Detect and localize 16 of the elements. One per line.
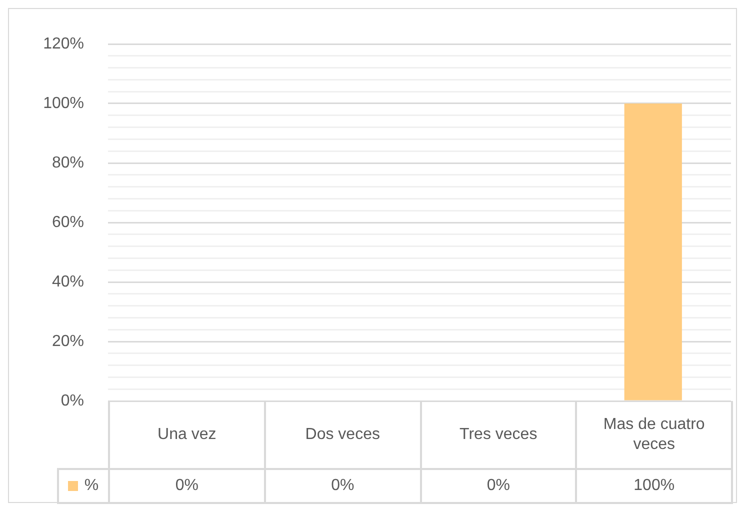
x-tick-label: Tres veces <box>460 424 538 444</box>
data-label: 0% <box>486 476 510 496</box>
legend-label: % <box>84 476 99 496</box>
y-tick-label: 100% <box>43 94 84 112</box>
y-tick-label: 0% <box>60 392 84 410</box>
data-label: 0% <box>331 476 354 496</box>
data-label: 0% <box>175 476 198 496</box>
y-tick-label: 80% <box>52 154 84 172</box>
x-tick-label: Una vez <box>158 424 216 444</box>
y-tick-label: 120% <box>43 35 84 52</box>
y-tick-label: 60% <box>52 214 84 231</box>
x-tick-label: Dos veces <box>305 424 380 444</box>
y-tick-label: 40% <box>52 273 84 290</box>
y-tick-label: 20% <box>52 332 84 350</box>
data-label: 100% <box>634 476 675 496</box>
x-tick-label: Mas de cuatro veces <box>602 414 706 454</box>
